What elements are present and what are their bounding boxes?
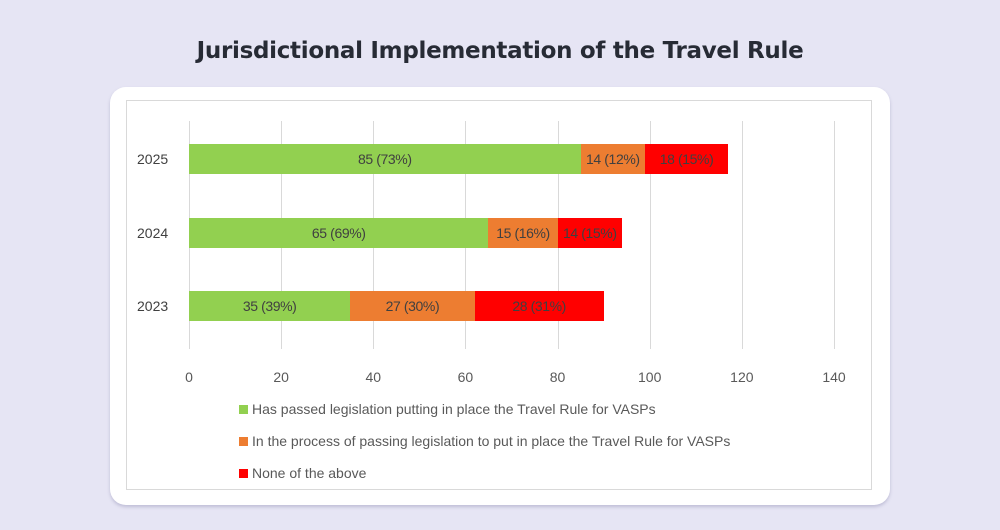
x-tick-label: 40 <box>365 369 382 385</box>
plot-area: 0 20 40 60 80 100 120 140 2025 85 (73%) 14 (12%) 18… <box>137 121 846 385</box>
legend-swatch-icon <box>239 404 248 414</box>
x-tick-label: 80 <box>549 369 566 385</box>
legend-swatch-icon <box>239 468 248 478</box>
x-tick-label: 100 <box>638 369 662 385</box>
gridline <box>834 121 835 349</box>
x-tick-label: 120 <box>730 369 754 385</box>
gridline <box>649 121 651 349</box>
category-label: 2025 <box>137 151 169 167</box>
x-tick-label: 0 <box>185 369 193 385</box>
bar-row-2024: 65 (69%) 15 (16%) 14 (15%) <box>189 218 623 248</box>
bar-segment: 27 (30%) <box>350 291 475 321</box>
bar-segment: 14 (15%) <box>557 218 623 248</box>
chart-frame: 0 20 40 60 80 100 120 140 2025 85 (73%) 14 (12%) 18… <box>126 100 872 490</box>
legend-item: Has passed legislation putting in place … <box>239 393 730 425</box>
data-label: 28 (31%) <box>512 298 566 314</box>
page-title: Jurisdictional Implementation of the Tra… <box>196 38 804 64</box>
x-tick-label: 140 <box>822 369 846 385</box>
category-label: 2023 <box>137 298 169 314</box>
bar-segment: 35 (39%) <box>189 291 351 321</box>
chart-legend: Has passed legislation putting in place … <box>239 393 730 489</box>
data-label: 14 (12%) <box>586 151 640 167</box>
chart-card: 0 20 40 60 80 100 120 140 2025 85 (73%) 14 (12%) 18… <box>110 87 890 505</box>
data-label: 14 (15%) <box>562 225 617 241</box>
data-label: 85 (73%) <box>357 151 412 167</box>
category-label: 2024 <box>137 225 169 241</box>
data-label: 15 (16%) <box>496 225 550 241</box>
gridline <box>741 121 743 349</box>
bar-segment: 65 (69%) <box>189 218 489 248</box>
bar-segment: 85 (73%) <box>189 144 581 174</box>
bar-segment: 28 (31%) <box>474 291 604 321</box>
legend-label: In the process of passing legislation to… <box>252 433 731 449</box>
data-label: 27 (30%) <box>385 298 440 314</box>
legend-item: In the process of passing legislation to… <box>239 425 730 457</box>
bar-segment: 15 (16%) <box>488 218 558 248</box>
bar-row-2025: 85 (73%) 14 (12%) 18 (15%) <box>189 144 729 174</box>
data-label: 65 (69%) <box>311 225 366 241</box>
legend-item: None of the above <box>239 457 730 489</box>
legend-label: Has passed legislation putting in place … <box>252 401 656 417</box>
bar-segment: 14 (12%) <box>580 144 646 174</box>
legend-label: None of the above <box>252 465 367 481</box>
x-tick-label: 60 <box>457 369 474 385</box>
bar-row-2023: 35 (39%) 27 (30%) 28 (31%) <box>189 291 604 321</box>
bar-segment: 18 (15%) <box>645 144 729 174</box>
data-label: 18 (15%) <box>659 151 714 167</box>
x-tick-label: 20 <box>273 369 289 385</box>
legend-swatch-icon <box>239 436 248 446</box>
data-label: 35 (39%) <box>242 298 297 314</box>
